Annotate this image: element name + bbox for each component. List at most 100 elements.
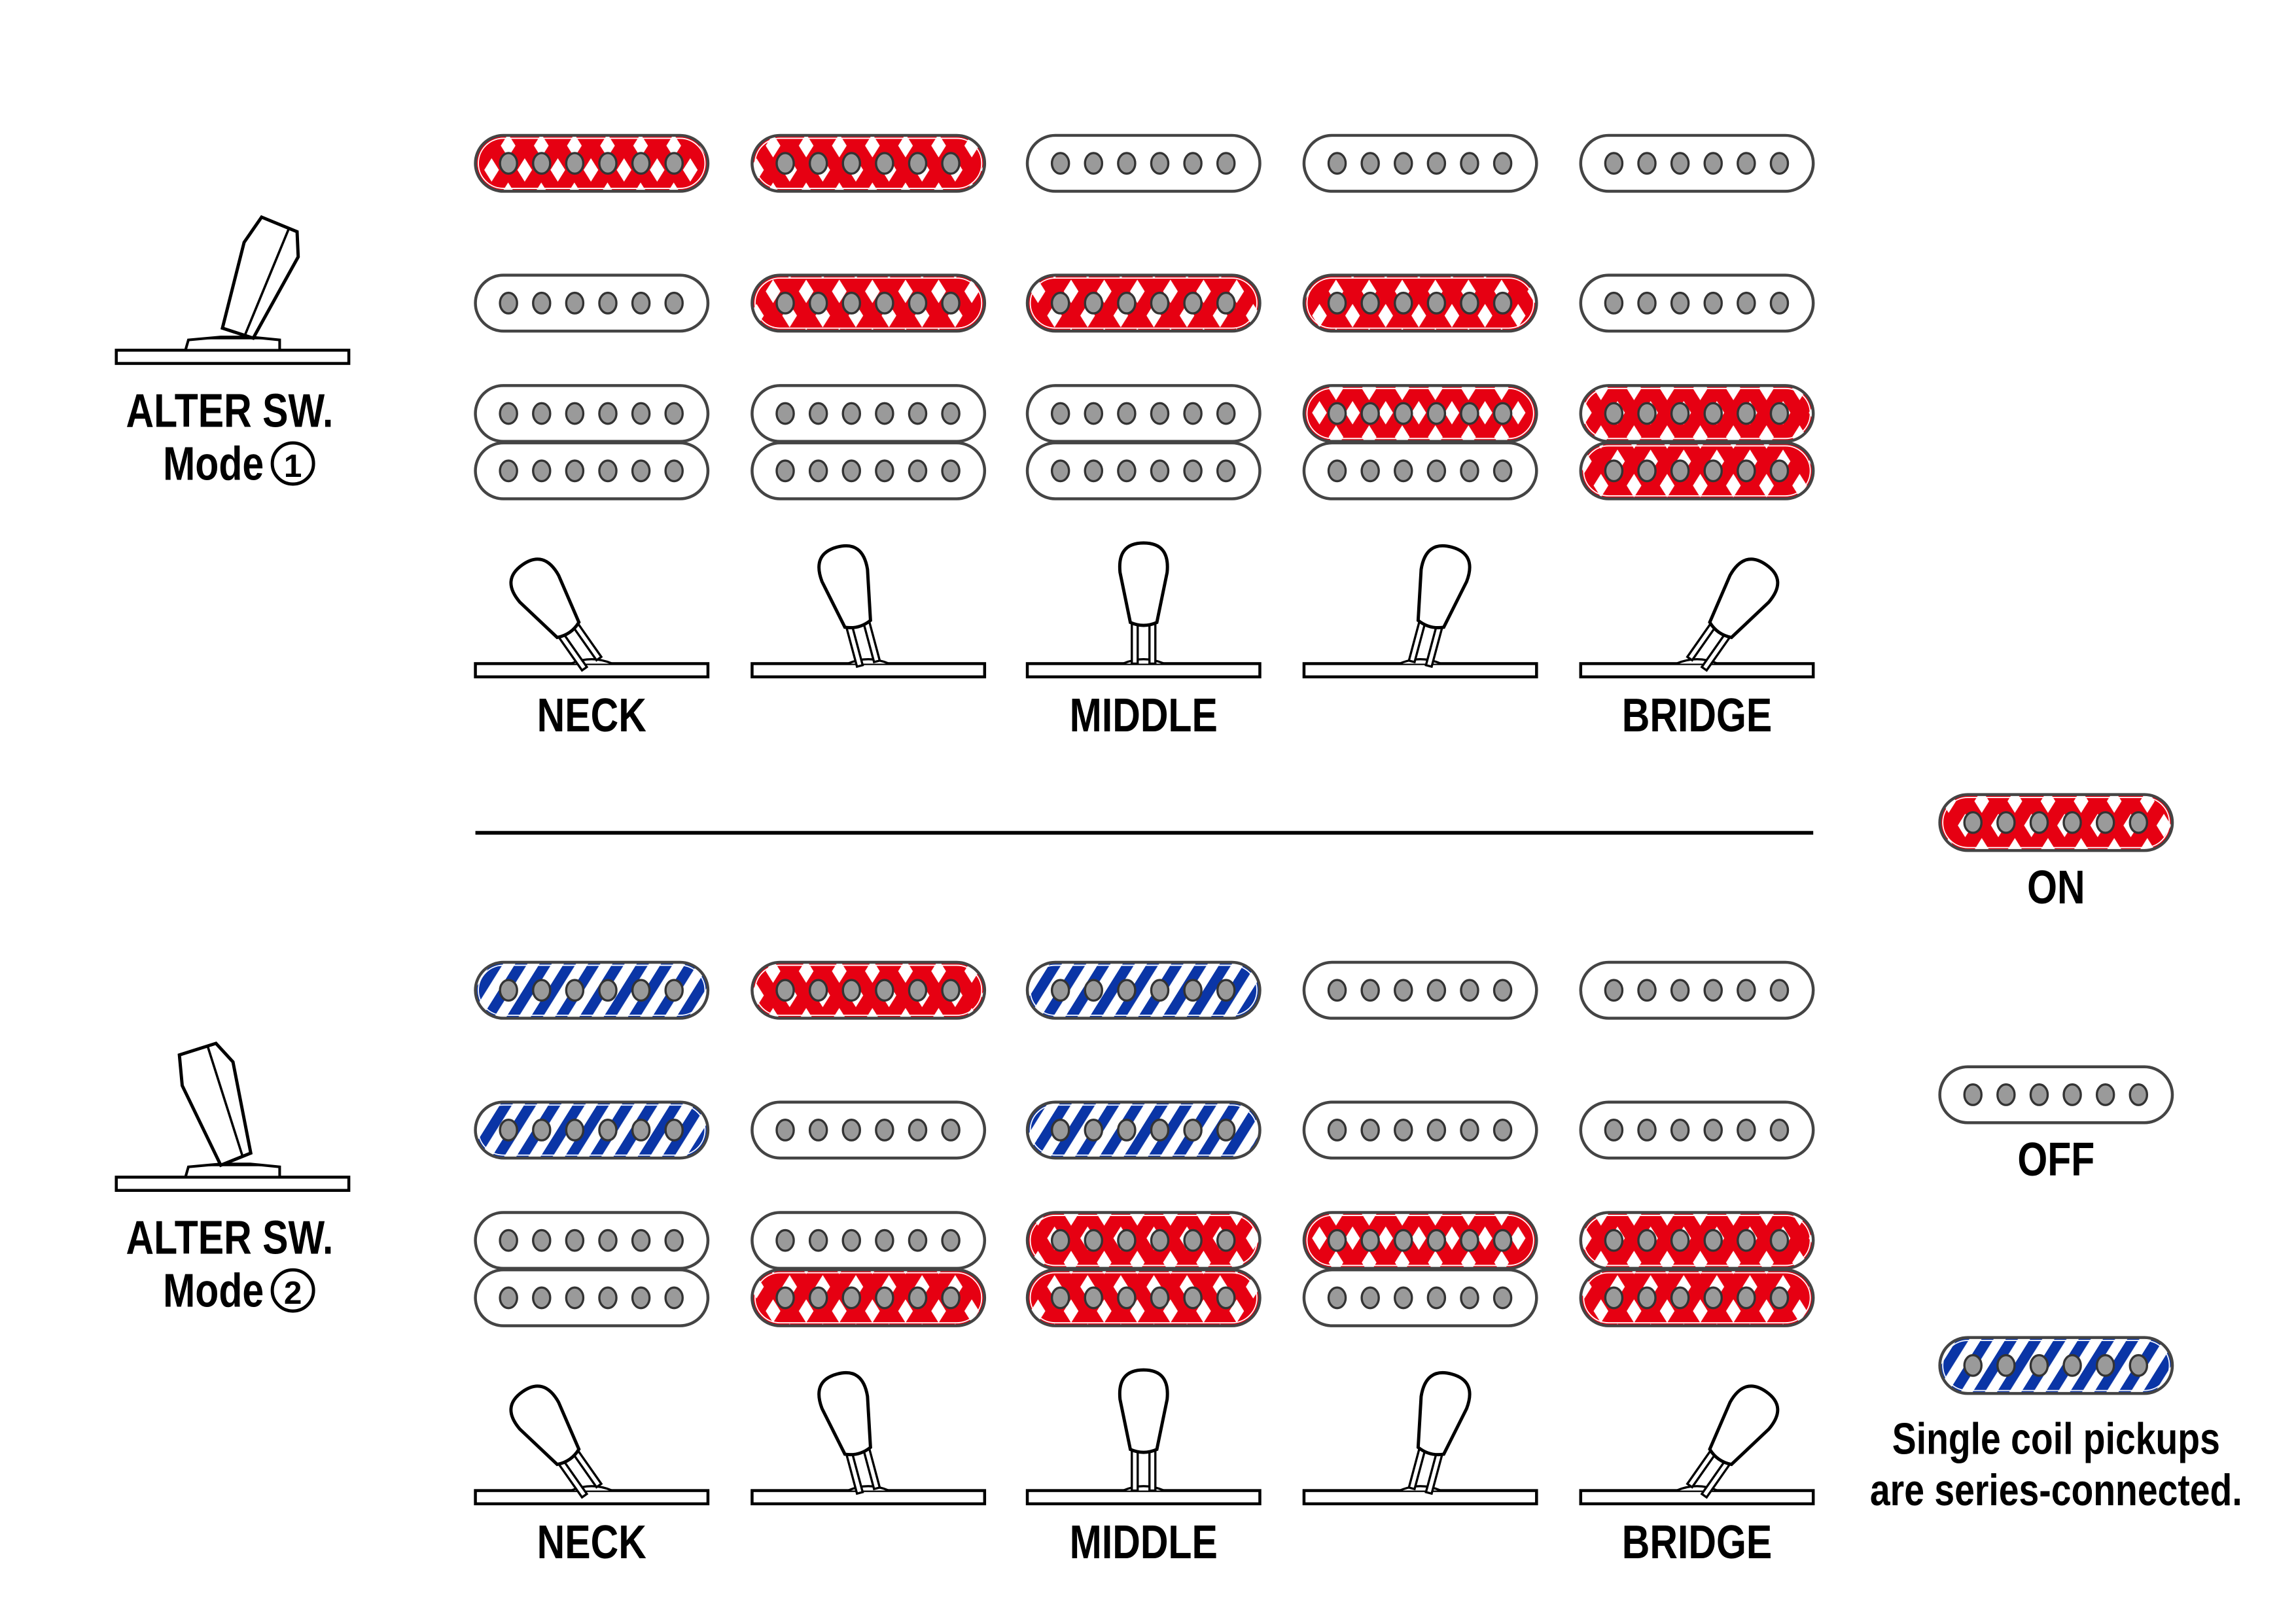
switch-lever[interactable] xyxy=(1397,1368,1474,1497)
pole-piece xyxy=(1050,459,1070,483)
pole-piece xyxy=(1492,1119,1513,1142)
pole-piece xyxy=(1050,291,1070,315)
pole-piece xyxy=(775,152,795,175)
pole-piece xyxy=(1737,1119,1756,1142)
pole-piece xyxy=(2062,811,2082,834)
pole-piece xyxy=(664,1286,684,1310)
pole-piece xyxy=(1492,979,1513,1002)
selector-switch-pos4 xyxy=(1302,1368,1538,1506)
pole-piece xyxy=(1327,291,1347,315)
alter-switch-mode-1[interactable] xyxy=(115,215,351,365)
pole-piece xyxy=(1604,459,1624,483)
pole-piece xyxy=(565,402,585,425)
pickup-middle-single-pos5 xyxy=(1579,1100,1815,1160)
pickup-neck-single-pos5 xyxy=(1579,133,1815,193)
pole-piece xyxy=(499,1119,518,1142)
selector-switch-pos4 xyxy=(1302,541,1538,678)
pole-piece xyxy=(941,291,961,315)
switch-lever[interactable] xyxy=(1118,541,1169,665)
switch-lever[interactable] xyxy=(1397,541,1474,670)
pole-piece xyxy=(1703,979,1723,1002)
pole-piece xyxy=(875,1286,894,1310)
pole-piece xyxy=(841,459,861,483)
selector-switch-pos1 xyxy=(474,1378,710,1506)
mode-label: Mode xyxy=(163,1264,264,1317)
pole-piece xyxy=(1327,1119,1347,1142)
pole-piece xyxy=(1117,1119,1137,1142)
switch-lever[interactable] xyxy=(814,541,891,670)
pole-piece xyxy=(1769,979,1790,1002)
pickup-bridge-hum-top-pos4 xyxy=(1302,1211,1538,1270)
pole-piece xyxy=(2062,1353,2082,1377)
pole-piece xyxy=(1492,291,1513,315)
pole-piece xyxy=(1769,402,1790,425)
pole-piece xyxy=(808,459,828,483)
pole-piece xyxy=(1703,291,1723,315)
pole-piece xyxy=(1117,152,1137,175)
switch-lever[interactable] xyxy=(1118,1368,1169,1492)
pole-piece xyxy=(1216,1286,1236,1310)
pole-piece xyxy=(1604,1229,1624,1252)
pole-piece xyxy=(841,402,861,425)
position-label: NECK xyxy=(537,688,646,741)
legend-series-label: are series-connected. xyxy=(1870,1466,2242,1515)
pole-piece xyxy=(808,1286,828,1310)
pole-piece xyxy=(1216,1119,1236,1142)
pole-piece xyxy=(1360,459,1380,483)
alter-switch-mode-2[interactable] xyxy=(115,1038,351,1192)
pole-piece xyxy=(1737,291,1756,315)
alter-switch-title: ALTER SW. xyxy=(126,1211,333,1264)
pole-piece xyxy=(1637,1286,1657,1310)
switch-lever[interactable] xyxy=(503,1378,611,1505)
pole-piece xyxy=(1394,1119,1413,1142)
pole-piece xyxy=(2128,1083,2149,1106)
switch-lever[interactable] xyxy=(814,1368,891,1497)
pole-piece xyxy=(631,1286,651,1310)
pole-piece xyxy=(1426,979,1447,1002)
pole-piece xyxy=(941,459,961,483)
pole-piece xyxy=(2095,1353,2115,1377)
position-label: BRIDGE xyxy=(1622,1515,1772,1568)
pole-piece xyxy=(631,291,651,315)
pole-piece xyxy=(1492,459,1513,483)
pole-piece xyxy=(1492,1229,1513,1252)
pole-piece xyxy=(775,1229,795,1252)
pole-piece xyxy=(1737,152,1756,175)
pole-piece xyxy=(499,402,518,425)
pole-piece xyxy=(1327,152,1347,175)
position-label: BRIDGE xyxy=(1622,688,1772,741)
pole-piece xyxy=(598,1229,618,1252)
pole-piece xyxy=(532,979,552,1002)
legend-series-pickup xyxy=(1938,1336,2174,1395)
selector-switch-pos2 xyxy=(751,541,987,678)
pole-piece xyxy=(1150,291,1170,315)
pole-piece xyxy=(808,979,828,1002)
position-label: MIDDLE xyxy=(1070,1515,1218,1568)
pole-piece xyxy=(1492,152,1513,175)
pole-piece xyxy=(808,291,828,315)
pole-piece xyxy=(1670,1229,1690,1252)
pickup-neck-single-pos1 xyxy=(474,960,710,1020)
pickup-bridge-hum-bottom-pos5 xyxy=(1579,1268,1815,1327)
pole-piece xyxy=(841,291,861,315)
pole-piece xyxy=(598,1119,618,1142)
pickup-middle-single-pos4 xyxy=(1302,273,1538,333)
pole-piece xyxy=(775,1286,795,1310)
pole-piece xyxy=(775,291,795,315)
switch-lever[interactable] xyxy=(503,551,611,677)
pole-piece xyxy=(1996,811,2016,834)
pole-piece xyxy=(1183,402,1203,425)
alter-switch-lever[interactable] xyxy=(217,215,306,344)
pole-piece xyxy=(1604,1119,1624,1142)
switch-lever[interactable] xyxy=(1678,1378,1786,1505)
pole-piece xyxy=(532,1229,552,1252)
pole-piece xyxy=(1050,979,1070,1002)
alter-switch-lever[interactable] xyxy=(171,1038,268,1168)
pole-piece xyxy=(908,152,928,175)
switch-lever[interactable] xyxy=(1678,551,1786,677)
pole-piece xyxy=(1327,459,1347,483)
pole-piece xyxy=(664,1229,684,1252)
pole-piece xyxy=(1637,291,1657,315)
pole-piece xyxy=(1084,1286,1104,1310)
